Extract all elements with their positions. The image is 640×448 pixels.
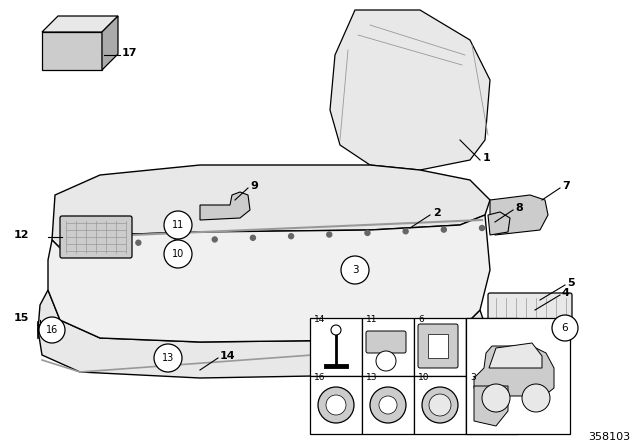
Polygon shape bbox=[42, 16, 118, 32]
Text: 2: 2 bbox=[433, 208, 441, 218]
Circle shape bbox=[442, 227, 446, 232]
Circle shape bbox=[98, 242, 102, 247]
Polygon shape bbox=[42, 32, 102, 70]
Circle shape bbox=[327, 232, 332, 237]
Circle shape bbox=[370, 387, 406, 423]
Polygon shape bbox=[52, 165, 490, 248]
Circle shape bbox=[376, 351, 396, 371]
Text: 3: 3 bbox=[352, 265, 358, 275]
Text: 5: 5 bbox=[567, 278, 575, 288]
Circle shape bbox=[403, 229, 408, 234]
Circle shape bbox=[154, 344, 182, 372]
Polygon shape bbox=[102, 16, 118, 70]
Polygon shape bbox=[38, 290, 490, 378]
Text: 17: 17 bbox=[122, 48, 138, 58]
FancyBboxPatch shape bbox=[414, 318, 466, 376]
Text: 12: 12 bbox=[14, 230, 29, 240]
Text: 14: 14 bbox=[314, 315, 325, 324]
Circle shape bbox=[365, 230, 370, 235]
FancyBboxPatch shape bbox=[418, 324, 458, 368]
Text: 7: 7 bbox=[562, 181, 570, 191]
FancyBboxPatch shape bbox=[60, 216, 132, 258]
FancyBboxPatch shape bbox=[466, 318, 518, 376]
FancyBboxPatch shape bbox=[488, 293, 572, 339]
Circle shape bbox=[429, 394, 451, 416]
FancyBboxPatch shape bbox=[362, 376, 414, 434]
FancyBboxPatch shape bbox=[310, 376, 362, 434]
Polygon shape bbox=[474, 386, 508, 426]
Circle shape bbox=[250, 235, 255, 240]
Polygon shape bbox=[320, 345, 548, 380]
Text: 1: 1 bbox=[483, 153, 491, 163]
Text: 14: 14 bbox=[220, 351, 236, 361]
FancyBboxPatch shape bbox=[466, 318, 570, 434]
FancyBboxPatch shape bbox=[362, 318, 414, 376]
Polygon shape bbox=[48, 215, 490, 342]
Text: 10: 10 bbox=[172, 249, 184, 259]
Polygon shape bbox=[330, 10, 490, 170]
FancyBboxPatch shape bbox=[366, 331, 406, 353]
Text: 10: 10 bbox=[418, 373, 429, 382]
Text: 6: 6 bbox=[562, 323, 568, 333]
Circle shape bbox=[60, 244, 65, 249]
Circle shape bbox=[318, 387, 354, 423]
Text: 9: 9 bbox=[250, 181, 258, 191]
Circle shape bbox=[174, 239, 179, 244]
Circle shape bbox=[39, 317, 65, 343]
Circle shape bbox=[326, 395, 346, 415]
Circle shape bbox=[341, 256, 369, 284]
Circle shape bbox=[136, 240, 141, 245]
Circle shape bbox=[379, 396, 397, 414]
Circle shape bbox=[422, 387, 458, 423]
FancyBboxPatch shape bbox=[466, 376, 518, 434]
Text: 13: 13 bbox=[162, 353, 174, 363]
Circle shape bbox=[164, 240, 192, 268]
Text: 3: 3 bbox=[470, 373, 476, 382]
FancyBboxPatch shape bbox=[414, 376, 466, 434]
Circle shape bbox=[552, 315, 578, 341]
Circle shape bbox=[289, 234, 294, 239]
Text: 15: 15 bbox=[14, 313, 29, 323]
Text: 16: 16 bbox=[314, 373, 326, 382]
Circle shape bbox=[164, 211, 192, 239]
Polygon shape bbox=[488, 212, 510, 235]
Circle shape bbox=[331, 325, 341, 335]
Text: 16: 16 bbox=[46, 325, 58, 335]
Text: 11: 11 bbox=[172, 220, 184, 230]
Text: 6: 6 bbox=[418, 315, 424, 324]
Circle shape bbox=[482, 384, 510, 412]
Circle shape bbox=[40, 318, 64, 342]
Text: 4: 4 bbox=[562, 288, 570, 298]
Polygon shape bbox=[200, 192, 250, 220]
Polygon shape bbox=[490, 195, 548, 235]
Circle shape bbox=[479, 225, 484, 231]
Circle shape bbox=[522, 384, 550, 412]
Text: 8: 8 bbox=[515, 203, 523, 213]
FancyBboxPatch shape bbox=[428, 334, 448, 358]
Polygon shape bbox=[489, 343, 542, 368]
Circle shape bbox=[212, 237, 217, 242]
Text: 13: 13 bbox=[366, 373, 378, 382]
FancyBboxPatch shape bbox=[310, 318, 362, 376]
Polygon shape bbox=[474, 346, 554, 396]
Text: 11: 11 bbox=[366, 315, 378, 324]
Text: 358103: 358103 bbox=[588, 432, 630, 442]
